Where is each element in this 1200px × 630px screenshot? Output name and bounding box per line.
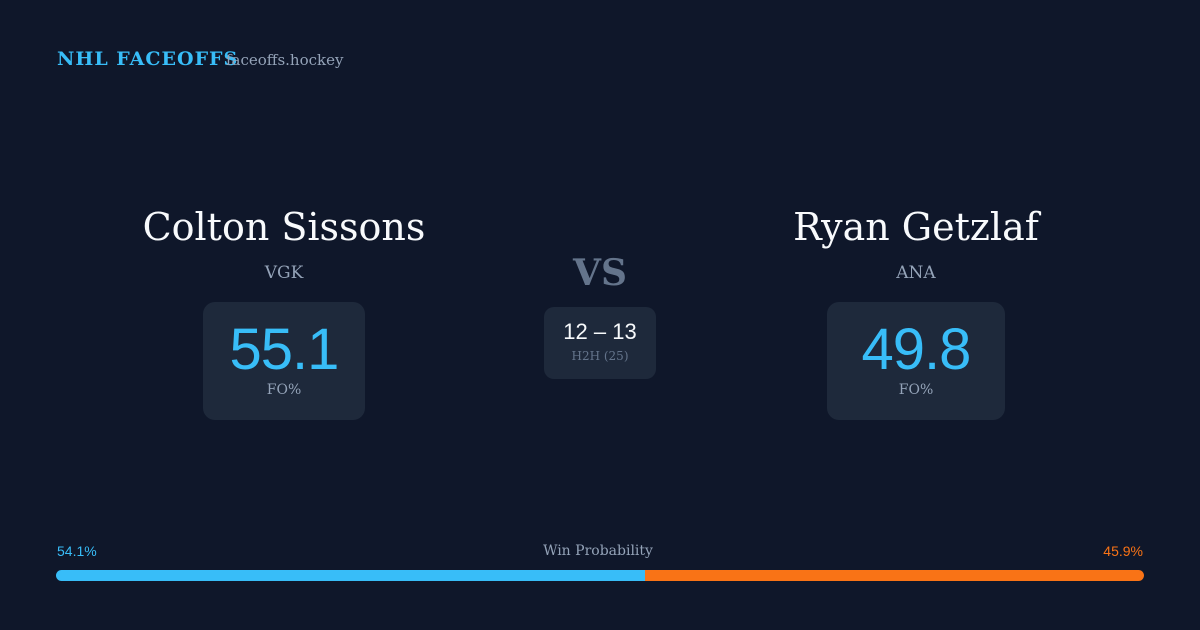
player-name: Ryan Getzlaf [793, 205, 1039, 249]
win-prob-right: 45.9% [1103, 543, 1143, 559]
h2h-label: H2H (25) [571, 349, 629, 363]
brand-title[interactable]: NHL FACEOFFS [57, 48, 239, 70]
win-prob-segment [56, 570, 645, 581]
win-prob-title: Win Probability [543, 543, 653, 559]
site-url[interactable]: faceoffs.hockey [226, 51, 344, 69]
fo-value: 49.8 [861, 317, 972, 382]
player-name: Colton Sissons [142, 205, 426, 249]
win-prob-segment [644, 570, 1144, 581]
player-team: ANA [896, 263, 936, 283]
stat-card: 55.1 FO% [203, 302, 365, 420]
fo-label: FO% [898, 382, 934, 398]
fo-label: FO% [266, 382, 302, 398]
win-prob-left: 54.1% [57, 543, 97, 559]
player-team: VGK [264, 263, 304, 283]
win-prob-bar [56, 570, 1144, 581]
versus: VS [573, 252, 627, 294]
fo-value: 55.1 [229, 317, 340, 382]
h2h-card: 12 – 13 H2H (25) [544, 307, 656, 379]
h2h-score: 12 – 13 [563, 319, 637, 344]
stat-card: 49.8 FO% [827, 302, 1005, 420]
